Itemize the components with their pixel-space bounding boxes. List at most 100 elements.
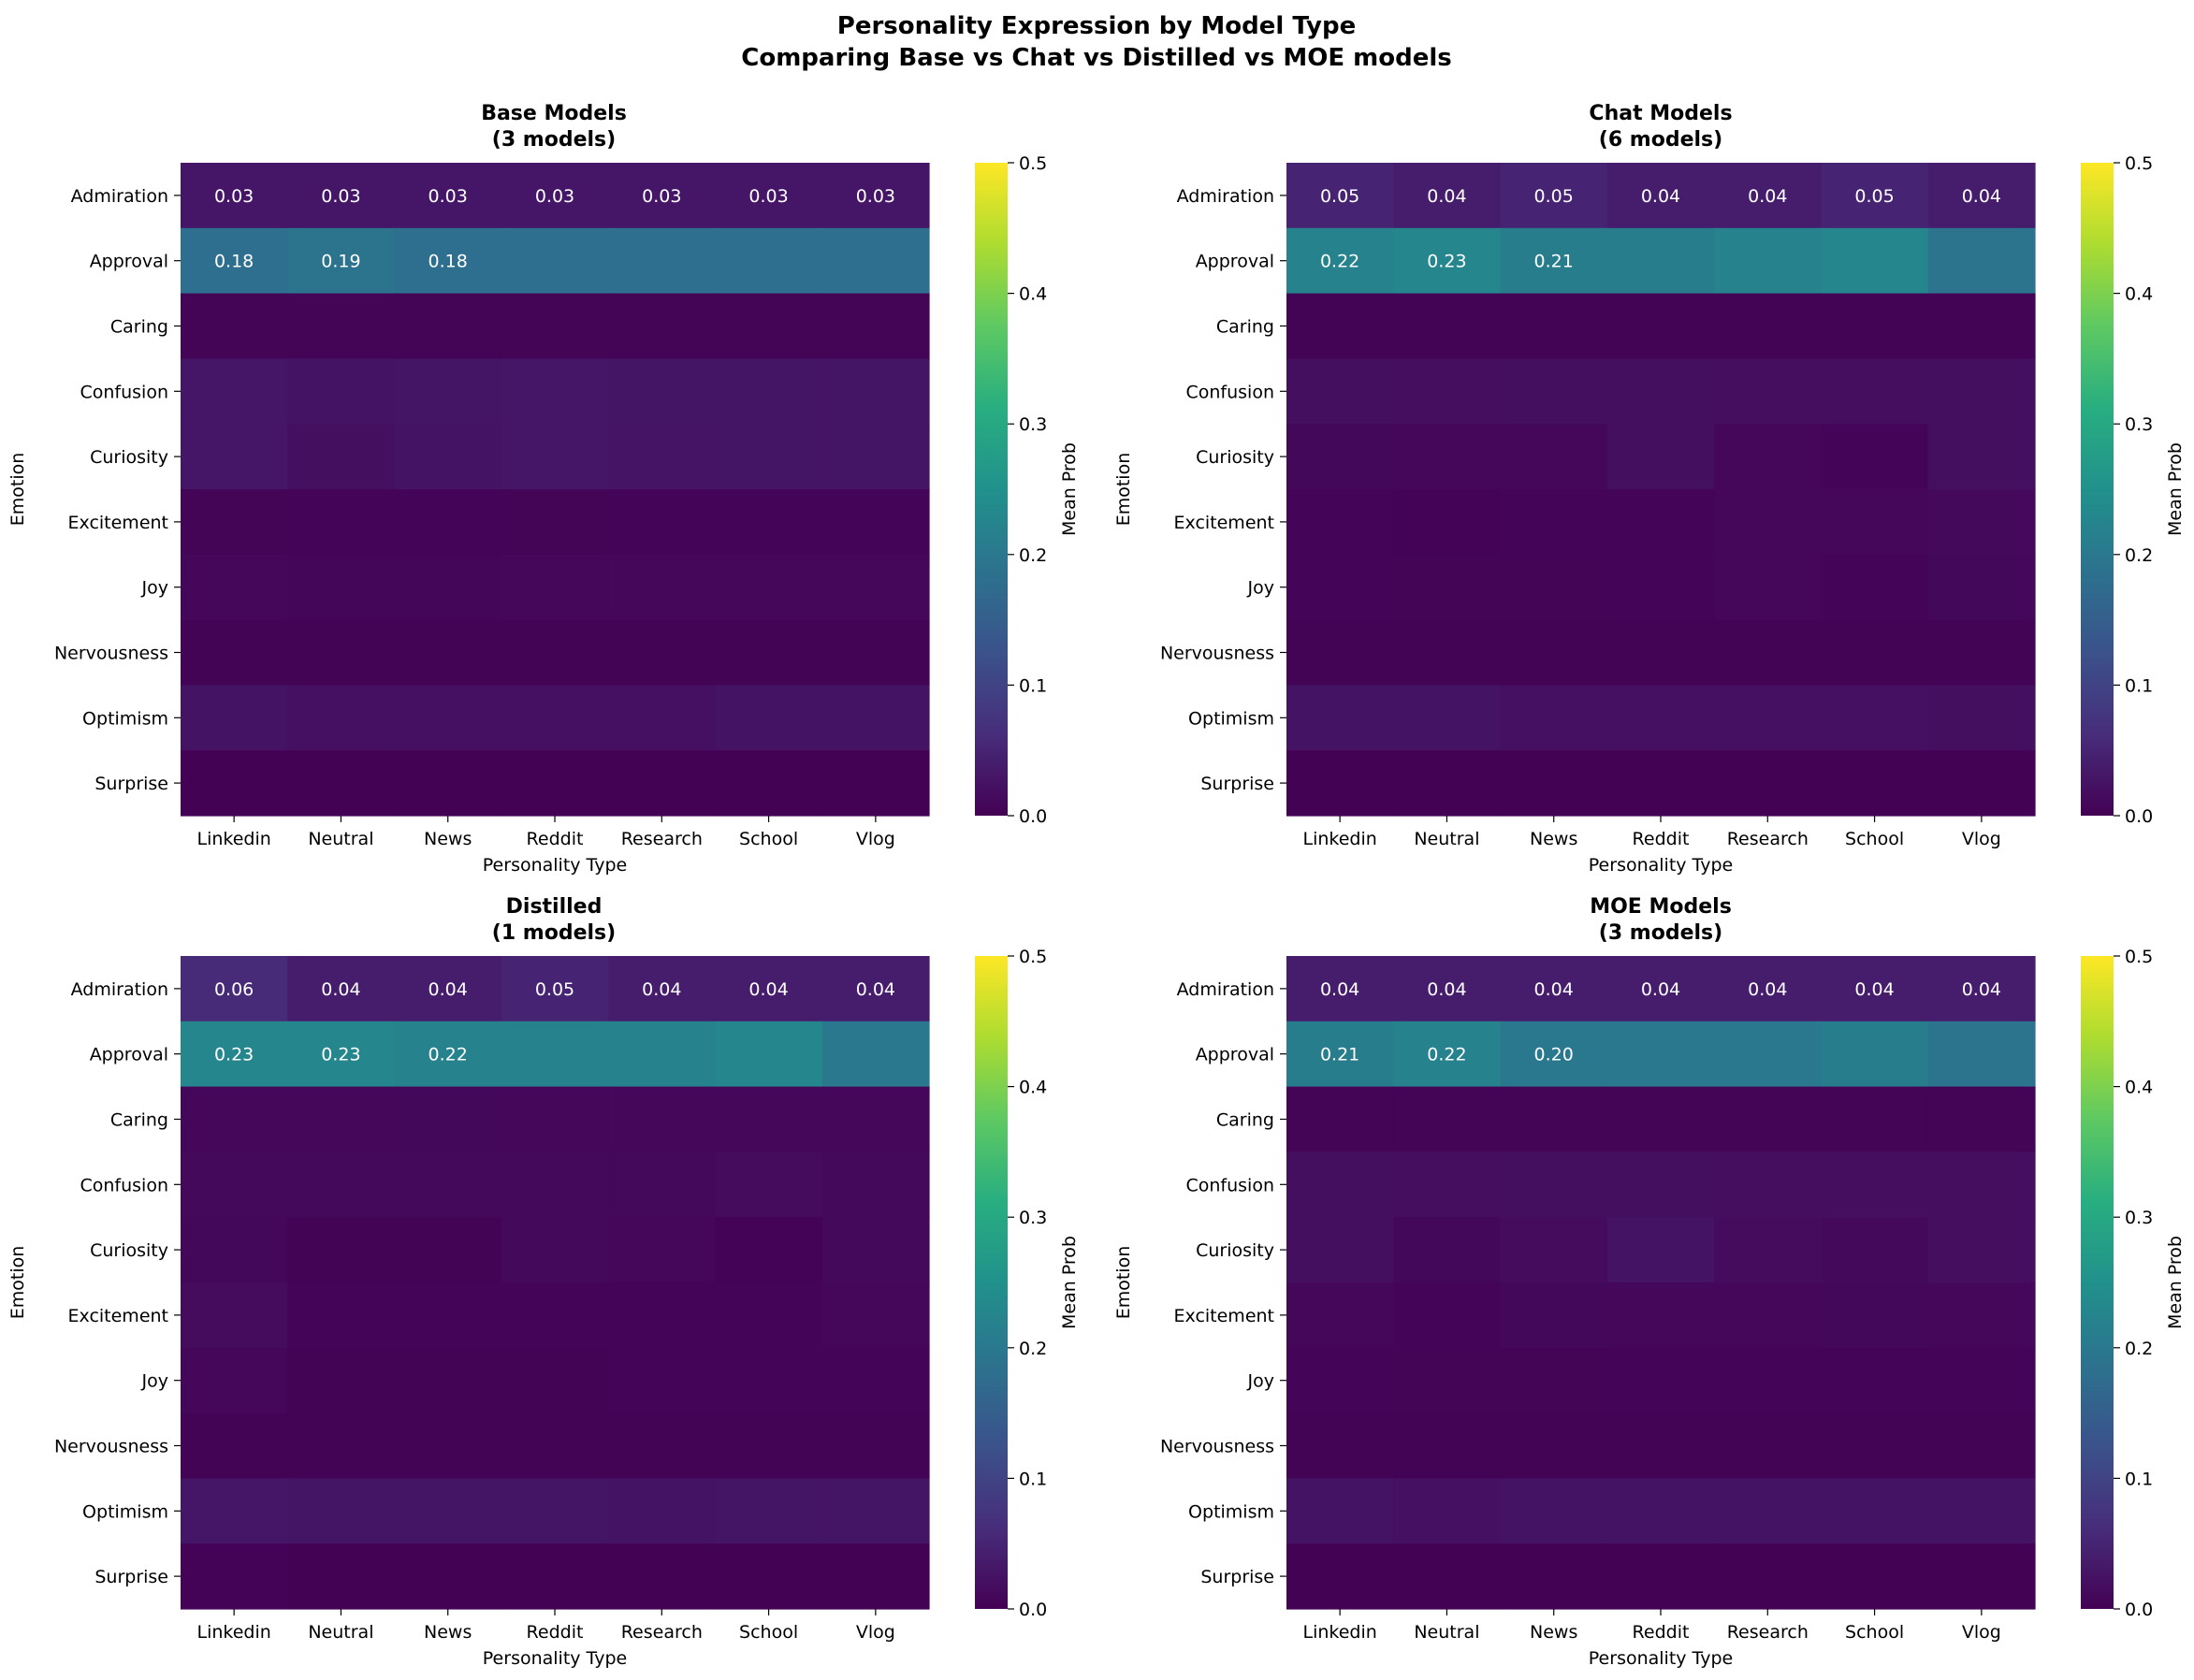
heatmap-cell <box>287 1217 396 1283</box>
cell-value-label: 0.03 <box>321 186 360 207</box>
heatmap-cell <box>1821 358 1929 425</box>
cell-value-label: 0.22 <box>1320 252 1359 272</box>
x-tick-label: Linkedin <box>196 1622 270 1643</box>
heatmap-cell <box>501 619 609 686</box>
y-tick-label: Excitement <box>1174 1306 1274 1326</box>
y-tick-label: Curiosity <box>1196 447 1274 468</box>
heatmap-cell <box>1821 1021 1929 1088</box>
heatmap-cell <box>1393 1151 1502 1218</box>
y-tick-label: Excitement <box>68 513 168 533</box>
y-tick-label: Approval <box>90 1045 168 1065</box>
heatmap-cell <box>1286 358 1394 425</box>
heatmap-cell <box>181 489 288 556</box>
y-tick-label: Joy <box>141 578 168 599</box>
heatmap-cell <box>1606 1282 1715 1349</box>
y-tick-label: Surprise <box>1200 1567 1274 1587</box>
y-tick-label: Optimism <box>1188 708 1274 729</box>
heatmap-cell <box>394 1543 502 1610</box>
y-tick-label: Surprise <box>94 1567 168 1587</box>
heatmap-cell <box>1714 163 1823 229</box>
x-tick-label: School <box>739 829 798 849</box>
heatmap-cell <box>287 163 396 229</box>
heatmap-cell <box>821 489 930 556</box>
heatmap-cell <box>181 163 288 229</box>
heatmap-cell <box>821 554 930 621</box>
heatmap-cell <box>1714 1217 1823 1283</box>
heatmap-cell <box>394 750 502 817</box>
heatmap-cell <box>608 554 717 621</box>
heatmap-cell <box>715 163 823 229</box>
heatmap-cell <box>821 1478 930 1544</box>
heatmap-cell <box>821 227 930 295</box>
heatmap-cell <box>394 685 502 751</box>
heatmap-cell <box>1821 227 1929 295</box>
colorbar <box>2081 163 2114 816</box>
cell-value-label: 0.21 <box>1320 1045 1359 1065</box>
heatmap-cell <box>1606 163 1715 229</box>
heatmap-cell <box>821 750 930 817</box>
heatmap-cell <box>181 1347 288 1414</box>
heatmap-cell <box>287 685 396 751</box>
cell-value-label: 0.03 <box>748 186 788 207</box>
colorbar-tick-label: 0.3 <box>2125 1208 2153 1228</box>
cell-value-label: 0.23 <box>214 1045 254 1065</box>
heatmap-cell <box>608 685 717 751</box>
heatmap-cell <box>1714 956 1823 1022</box>
heatmap-cell <box>1606 1021 1715 1088</box>
heatmap-panels: Base Models (3 models) 0.03 0.03 0.03 0.03 0.0… <box>7 102 2186 1669</box>
y-tick-label: Optimism <box>82 1501 168 1522</box>
heatmap-cell <box>501 1282 609 1349</box>
heatmap-cell <box>394 1217 502 1283</box>
cell-value-label: 0.04 <box>1427 186 1466 207</box>
heatmap-cell <box>1714 1086 1823 1152</box>
heatmap-cell <box>501 1412 609 1479</box>
heatmap-cell <box>394 1347 502 1414</box>
colorbar-label: Mean Prob <box>1059 442 1080 536</box>
heatmap-cell <box>287 1478 396 1544</box>
heatmap-cell <box>1500 1412 1608 1479</box>
heatmap-cell <box>715 1021 823 1088</box>
cell-value-label: 0.22 <box>1427 1045 1466 1065</box>
heatmap-cell <box>1927 227 2036 295</box>
heatmap-cell <box>1821 956 1929 1022</box>
heatmap-cell <box>1286 1021 1394 1088</box>
cell-value-label: 0.04 <box>429 979 468 1000</box>
cell-value-label: 0.03 <box>642 186 681 207</box>
y-tick-label: Nervousness <box>1160 644 1274 664</box>
colorbar-tick-label: 0.5 <box>1019 153 1047 174</box>
heatmap-cell <box>1606 1478 1715 1544</box>
heatmap-cell <box>287 358 396 425</box>
heatmap-cell <box>608 1151 717 1218</box>
heatmap-cell <box>715 1217 823 1283</box>
heatmap-cell <box>1606 1217 1715 1283</box>
heatmap-cell <box>394 956 502 1022</box>
heatmap-cell <box>715 358 823 425</box>
colorbar-tick-label: 0.5 <box>2125 153 2153 174</box>
heatmap-cell <box>501 956 609 1022</box>
heatmap-cell <box>1286 1347 1394 1414</box>
heatmap-cell <box>1714 489 1823 556</box>
cell-value-label: 0.21 <box>1534 252 1574 272</box>
heatmap-cell <box>821 1282 930 1349</box>
heatmap-cell <box>608 358 717 425</box>
heatmap-cell <box>1927 1543 2036 1610</box>
cell-value-label: 0.03 <box>856 186 895 207</box>
cell-value-label: 0.04 <box>1748 979 1787 1000</box>
heatmap-cell <box>181 1543 288 1610</box>
cell-value-label: 0.04 <box>1534 979 1574 1000</box>
heatmap-panel-4: MOE Models(3 models) 0.04 0.04 0.04 0.04 0.04… <box>1113 895 2186 1669</box>
heatmap-cell <box>181 1217 288 1283</box>
heatmap-cell <box>1606 358 1715 425</box>
heatmap-cell <box>1927 1151 2036 1218</box>
heatmap-cell <box>394 619 502 686</box>
x-axis-label: Personality Type <box>483 1648 627 1669</box>
heatmap-cell <box>1286 1412 1394 1479</box>
cell-value-label: 0.04 <box>1641 979 1680 1000</box>
y-tick-label: Approval <box>90 252 168 272</box>
heatmap-cell <box>287 750 396 817</box>
heatmap-cell <box>1714 1151 1823 1218</box>
y-tick-label: Caring <box>1216 1110 1274 1131</box>
heatmap-cell <box>1393 424 1502 490</box>
y-axis-label: Emotion <box>7 1246 28 1320</box>
heatmap-cell <box>501 163 609 229</box>
